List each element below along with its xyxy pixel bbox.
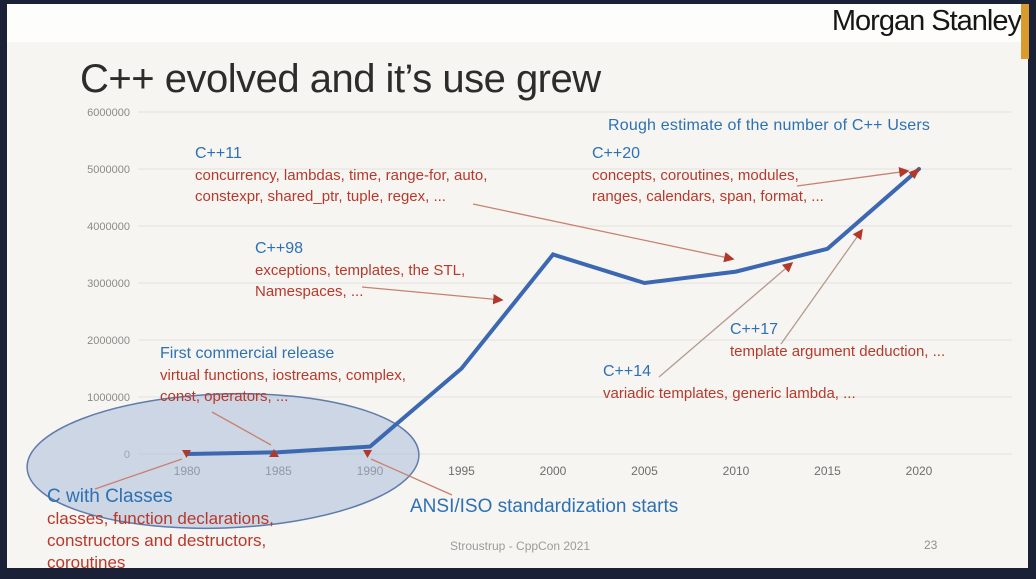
annotation-heading: C++14 [603, 363, 652, 380]
y-tick-label: 3000000 [87, 278, 130, 290]
annotation-cpp14: C++14 variadic templates, generic lambda… [603, 361, 856, 404]
annotation-arrow-ansi-iso [370, 458, 453, 496]
x-tick-label: 2020 [906, 464, 933, 478]
line-layer [185, 167, 921, 456]
annotation-first-commercial-release: First commercial release virtual functio… [160, 343, 406, 407]
annotation-cpp98: C++98 exceptions, templates, the STL, Na… [255, 238, 465, 302]
chart-note: Rough estimate of the number of C++ User… [608, 117, 931, 134]
y-tick-label: 1000000 [87, 392, 130, 404]
x-tick-label: 2005 [631, 464, 658, 478]
annotation-heading: C++98 [255, 240, 304, 257]
annotation-feature-line: classes, function declarations, [47, 509, 274, 528]
x-tick-label: 2010 [723, 464, 750, 478]
annotation-feature-line: const, operators, ... [160, 388, 289, 405]
annotation-feature-line: virtual functions, iostreams, complex, [160, 367, 406, 384]
slide-title: C++ evolved and it’s use grew [80, 57, 601, 101]
annotation-cpp20: C++20 concepts, coroutines, modules, ran… [592, 143, 824, 207]
annotation-arrow-cpp11 [472, 203, 735, 263]
annotation-heading: C++11 [195, 145, 242, 162]
x-tick-label: 2015 [814, 464, 841, 478]
header-band [7, 4, 1028, 42]
users-line [185, 167, 921, 456]
annotation-heading: ANSI/ISO standardization starts [410, 496, 679, 517]
annotation-arrow-cpp14 [658, 261, 794, 378]
morgan-stanley-logo: Morgan Stanley [831, 5, 1022, 37]
annotation-c-with-classes: C with Classes classes, function declara… [47, 485, 274, 574]
footer-credit: Stroustrup - CppCon 2021 [450, 539, 591, 553]
annotation-feature-line: Namespaces, ... [255, 283, 364, 300]
annotation-heading: C with Classes [47, 486, 173, 507]
y-tick-label: 4000000 [87, 221, 130, 233]
annotation-heading: C++17 [730, 321, 779, 338]
annotation-arrow-first-commercial [211, 411, 272, 446]
axis-marker-1985 [269, 449, 279, 457]
annotation-arrow-cpp17 [780, 228, 863, 345]
x-tick-label: 2000 [540, 464, 567, 478]
annotation-ansi-iso: ANSI/ISO standardization starts [410, 495, 678, 518]
annotation-feature-line: constructors and destructors, [47, 531, 267, 550]
annotation-feature-line: concurrency, lambdas, time, range-for, a… [195, 167, 488, 184]
highlight-ellipse [26, 392, 420, 530]
annotation-feature-line: concepts, coroutines, modules, [592, 167, 799, 184]
annotation-feature-line: exceptions, templates, the STL, [255, 262, 466, 279]
annotation-feature-line: coroutines [47, 553, 126, 572]
page-number: 23 [924, 538, 938, 552]
annotation-feature-line: template argument deduction, ... [730, 343, 946, 360]
edge-accent-stripe [1021, 4, 1029, 59]
annotation-feature-line: constexpr, shared_ptr, tuple, regex, ... [195, 188, 446, 205]
y-tick-label: 5000000 [87, 164, 130, 176]
annotation-cpp11: C++11 concurrency, lambdas, time, range-… [195, 143, 487, 207]
annotation-cpp17: C++17 template argument deduction, ... [730, 319, 945, 362]
axis-marker-1990 [363, 450, 372, 458]
annotation-feature-line: variadic templates, generic lambda, ... [603, 385, 856, 402]
axis-marker-1980 [182, 450, 191, 458]
y-tick-label: 2000000 [87, 335, 130, 347]
annotation-feature-line: ranges, calendars, span, format, ... [592, 188, 824, 205]
arrow-layer [94, 167, 921, 496]
annotation-heading: C++20 [592, 145, 641, 162]
y-tick-label: 6000000 [87, 107, 130, 119]
x-tick-label: 1995 [448, 464, 475, 478]
line-end-arrowhead [908, 167, 921, 179]
annotation-arrow-cpp98 [361, 286, 504, 305]
annotation-heading: First commercial release [160, 345, 335, 362]
annotation-arrow-c-with-classes [94, 458, 183, 490]
annotation-arrow-cpp20 [796, 167, 910, 187]
